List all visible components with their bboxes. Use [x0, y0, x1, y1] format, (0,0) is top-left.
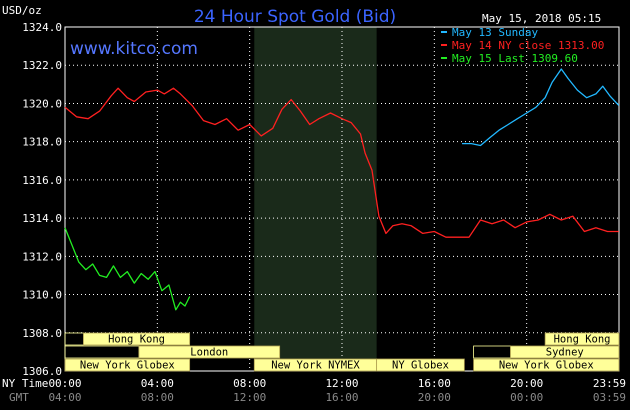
chart-timestamp: May 15, 2018 05:15 [482, 12, 601, 25]
chart-title: 24 Hour Spot Gold (Bid) [194, 7, 396, 27]
y-tick-label: 1314.0 [22, 212, 62, 225]
brand-url[interactable]: www.kitco.com [70, 39, 198, 59]
session-box-fill [376, 358, 465, 372]
legend-entry: May 15 Last 1309.60 [452, 52, 578, 65]
session-box: Sydney [510, 345, 620, 359]
session-box: Hong Kong [544, 332, 620, 346]
y-tick-label: 1308.0 [22, 327, 62, 340]
series-line [64, 87, 619, 238]
x-tick-label-ny: 20:00 [510, 377, 543, 390]
session-box-fill [64, 358, 191, 372]
x-tick-label-ny: 12:00 [325, 377, 358, 390]
price-series [64, 68, 620, 311]
y-tick-label: 1312.0 [22, 250, 62, 263]
x-tick-label-ny: 16:00 [418, 377, 451, 390]
y-tick-label: 1306.0 [22, 365, 62, 378]
y-tick-label: 1320.0 [22, 97, 62, 110]
x-tick-label-ny: 23:59 [593, 377, 626, 390]
session-box: New York Globex [64, 358, 191, 372]
x-tick-label-gmt: 20:00 [418, 391, 451, 404]
x-axis-tick-labels: 00:0004:0004:0008:0008:0012:0012:0016:00… [48, 377, 626, 404]
y-axis-tick-labels: 1306.0 1308.0 1310.0 1312.0 1314.0 1316.0 1318… [22, 21, 62, 378]
session-label: Hong Kong [554, 334, 611, 346]
legend-entry: May 13 Sunday [452, 26, 538, 39]
x-tick-label-gmt: 08:00 [141, 391, 174, 404]
legend-swatch [441, 44, 447, 46]
session-box: Hong Kong [83, 332, 191, 346]
session-box-fill [138, 345, 281, 359]
ny-time-caption: NY Time [2, 377, 48, 390]
y-tick-label: 1322.0 [22, 59, 62, 72]
legend-swatch [441, 31, 447, 33]
session-box: London [138, 345, 281, 359]
session-label: New York Globex [499, 360, 594, 372]
gmt-caption: GMT [9, 391, 29, 404]
session-label: Sydney [546, 347, 584, 359]
y-tick-label: 1310.0 [22, 289, 62, 302]
y-tick-label: 1318.0 [22, 136, 62, 149]
session-box-fill [473, 358, 620, 372]
legend-swatch [441, 57, 447, 59]
x-tick-label-ny: 08:00 [233, 377, 266, 390]
session-label: Hong Kong [108, 334, 165, 346]
x-tick-label-gmt: 16:00 [325, 391, 358, 404]
session-label: New York NYMEX [271, 360, 360, 372]
legend-entry: May 14 NY close 1313.00 [452, 39, 604, 52]
y-tick-label: 1316.0 [22, 174, 62, 187]
x-tick-label-gmt: 04:00 [48, 391, 81, 404]
nymex-session-shade [254, 27, 377, 371]
session-label: New York Globex [80, 360, 175, 372]
x-tick-label-gmt: 12:00 [233, 391, 266, 404]
session-label: NY Globex [392, 360, 449, 372]
session-label: London [190, 347, 228, 359]
y-axis-unit: USD/oz [2, 4, 42, 17]
x-tick-label-ny: 04:00 [141, 377, 174, 390]
trading-session-bars: Hong Kong London New York Globex New York N… [64, 332, 620, 372]
series-line [462, 68, 620, 147]
session-box: New York Globex [473, 358, 620, 372]
x-tick-label-ny: 00:00 [48, 377, 81, 390]
session-box-fill [83, 332, 191, 346]
x-tick-label-gmt: 03:59 [593, 391, 626, 404]
session-box: New York NYMEX [253, 358, 378, 372]
session-box: NY Globex [376, 358, 465, 372]
series-line [64, 227, 191, 311]
session-box-fill [544, 332, 620, 346]
x-tick-label-gmt: 00:00 [510, 391, 543, 404]
session-box-fill [510, 345, 620, 359]
y-tick-label: 1324.0 [22, 21, 62, 34]
